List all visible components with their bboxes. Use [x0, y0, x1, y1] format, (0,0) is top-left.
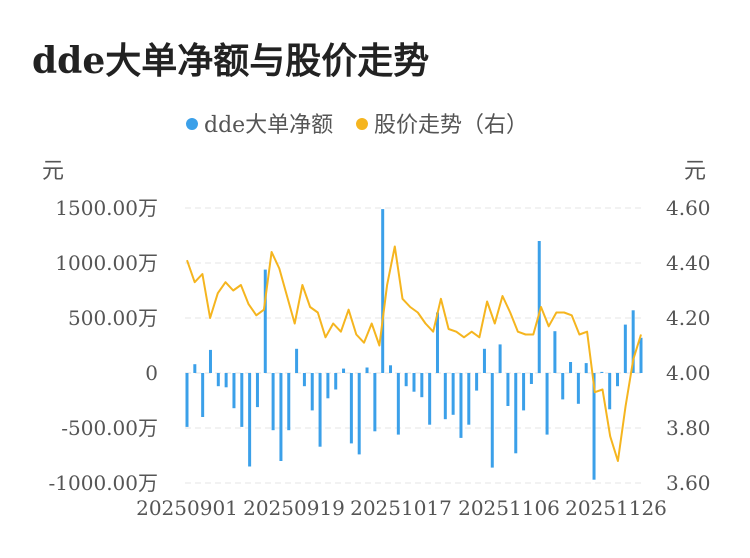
- right-tick-label: 4.20: [666, 306, 711, 330]
- bar: [537, 241, 541, 373]
- bar: [616, 373, 620, 387]
- bar: [459, 373, 463, 438]
- bar: [443, 373, 447, 420]
- bar: [451, 373, 455, 415]
- right-axis-unit: 元: [684, 159, 706, 184]
- bar: [404, 373, 408, 387]
- x-tick-label: 20250919: [243, 496, 345, 520]
- left-tick-label: 1000.00万: [55, 251, 158, 275]
- bar: [576, 373, 580, 404]
- left-tick-label: 0: [145, 361, 158, 385]
- left-axis-unit: 元: [42, 159, 64, 184]
- bar: [490, 373, 494, 468]
- bar: [193, 364, 197, 373]
- right-tick-label: 4.60: [666, 196, 711, 220]
- legend-label-price[interactable]: 股价走势（右）: [374, 113, 528, 138]
- x-tick-label: 20250901: [136, 496, 238, 520]
- bar: [349, 373, 353, 444]
- bar: [639, 337, 643, 373]
- bar: [248, 373, 252, 467]
- bar: [569, 362, 573, 373]
- bar: [201, 373, 205, 417]
- bar: [310, 373, 314, 411]
- bar: [435, 312, 439, 373]
- legend-marker-price: [356, 118, 368, 130]
- left-axis: 1500.00万 1000.00万 500.00万 0 -500.00万 -1000.00…: [49, 196, 158, 495]
- legend-label-dde[interactable]: dde大单净额: [204, 113, 333, 138]
- bar: [279, 373, 283, 461]
- left-tick-label: -1000.00万: [49, 471, 158, 495]
- bar: [529, 373, 533, 384]
- chart-title: dde大单净额与股价走势: [32, 40, 430, 82]
- bar: [357, 373, 361, 455]
- line-series: [186, 245, 642, 462]
- bar: [428, 373, 432, 425]
- x-tick-label: 20251126: [565, 496, 667, 520]
- bar: [482, 348, 486, 373]
- bar: [232, 373, 236, 409]
- legend[interactable]: dde大单净额 股价走势（右）: [186, 113, 528, 138]
- bar: [420, 373, 424, 398]
- left-tick-label: 1500.00万: [55, 196, 158, 220]
- bar: [318, 373, 322, 447]
- right-axis: 4.60 4.40 4.20 4.00 3.80 3.60: [666, 196, 711, 495]
- bar: [600, 371, 604, 373]
- bar: [498, 344, 502, 373]
- bar: [522, 373, 526, 411]
- right-tick-label: 4.40: [666, 251, 711, 275]
- bar: [381, 209, 385, 373]
- bar: [263, 269, 267, 373]
- bar: [592, 373, 596, 480]
- price-line: [186, 245, 642, 462]
- bar: [185, 373, 189, 427]
- bar: [545, 373, 549, 435]
- bar: [623, 324, 627, 373]
- bar: [584, 363, 588, 373]
- bar: [561, 373, 565, 400]
- right-tick-label: 4.00: [666, 361, 711, 385]
- bar: [255, 373, 259, 408]
- bar: [271, 373, 275, 431]
- bar: [224, 373, 228, 388]
- right-tick-label: 3.60: [666, 471, 711, 495]
- bar: [373, 373, 377, 432]
- bar: [553, 331, 557, 373]
- bar: [365, 367, 369, 373]
- bar: [467, 373, 471, 425]
- bar: [208, 349, 212, 373]
- bar: [334, 373, 338, 390]
- grid-lines: [185, 207, 641, 484]
- bar: [631, 310, 635, 373]
- x-tick-label: 20251017: [350, 496, 452, 520]
- bar: [240, 373, 244, 427]
- left-tick-label: 500.00万: [68, 306, 158, 330]
- bar: [302, 373, 306, 387]
- bar: [514, 373, 518, 454]
- x-tick-label: 20251106: [458, 496, 560, 520]
- bar: [326, 373, 330, 399]
- x-axis: 20250901 20250919 20251017 20251106 20251126: [136, 496, 667, 520]
- bar-series: [185, 209, 643, 480]
- bar: [287, 373, 291, 431]
- legend-marker-dde: [186, 118, 198, 130]
- bar: [506, 373, 510, 406]
- bar: [295, 348, 299, 373]
- bar: [412, 373, 416, 392]
- bar: [475, 373, 479, 391]
- bar: [216, 373, 220, 387]
- right-tick-label: 3.80: [666, 416, 711, 440]
- bar: [342, 368, 346, 373]
- bar: [396, 373, 400, 435]
- bar: [608, 373, 612, 410]
- left-tick-label: -500.00万: [61, 416, 158, 440]
- bar: [389, 365, 393, 373]
